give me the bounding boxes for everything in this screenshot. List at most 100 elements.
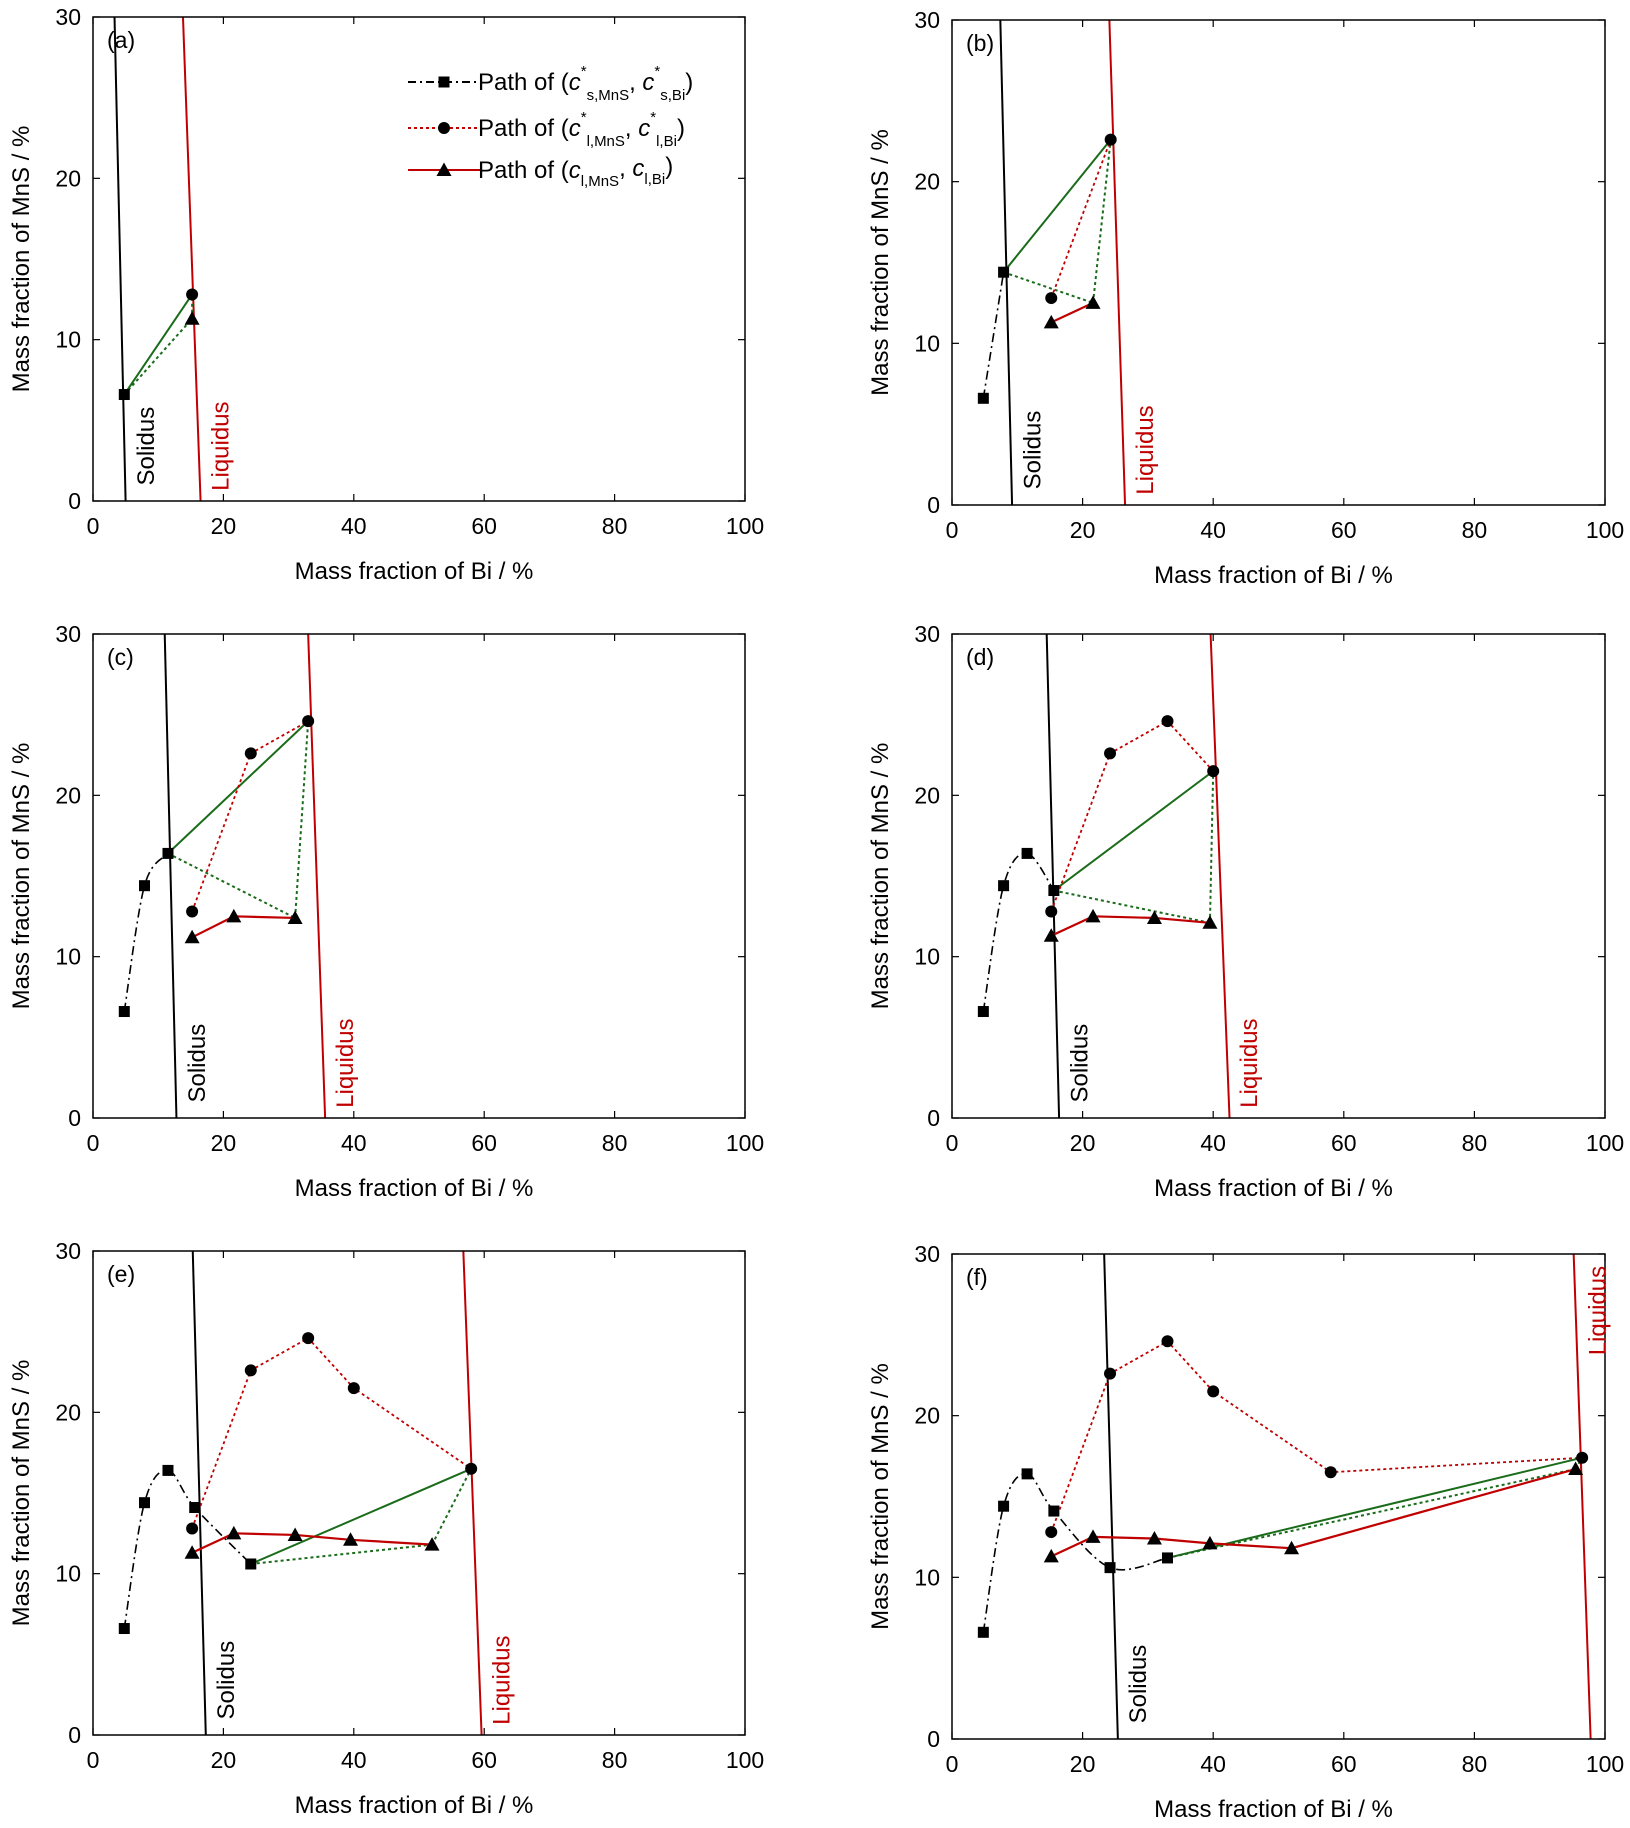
y-tick-label: 10 <box>55 944 81 970</box>
panel-label: (a) <box>107 27 135 53</box>
cl-point <box>1146 910 1162 924</box>
cl-point <box>424 1537 440 1551</box>
y-tick-label: 10 <box>55 1561 81 1587</box>
cs-point <box>1161 1552 1173 1564</box>
liquidus-line <box>181 17 202 501</box>
liquidus-label: Liquidus <box>1132 405 1159 494</box>
y-tick-label: 30 <box>55 4 81 30</box>
x-tick-label: 0 <box>87 1130 100 1156</box>
legend-marker <box>438 122 450 134</box>
x-tick-label: 60 <box>471 1130 497 1156</box>
solidus-label: Solidus <box>213 1641 240 1720</box>
tie-line-solid <box>1167 1456 1583 1559</box>
liquidus-label: Liquidus <box>1584 1266 1611 1355</box>
x-tick-label: 0 <box>946 1130 959 1156</box>
cl-point <box>184 929 200 944</box>
y-tick-label: 0 <box>927 1105 940 1131</box>
legend-entry-cl: Path of (cl,MnS, cl,Bi) <box>408 153 673 190</box>
cl-star-path-line <box>1050 719 1214 912</box>
y-tick-label: 10 <box>914 330 940 356</box>
cs-point <box>998 880 1010 892</box>
y-axis-title: Mass fraction of MnS / % <box>8 126 35 393</box>
cs-point <box>118 1006 130 1018</box>
x-tick-label: 40 <box>1200 1751 1226 1777</box>
liquidus-label: Liquidus <box>488 1635 515 1724</box>
y-tick-label: 30 <box>914 621 940 647</box>
panel-label: (b) <box>966 30 994 56</box>
cl-point <box>343 1532 359 1546</box>
x-tick-label: 0 <box>946 517 959 543</box>
tie-line-dotted <box>1053 889 1211 924</box>
x-tick-label: 80 <box>1462 1751 1488 1777</box>
cs-point <box>162 847 174 859</box>
cl-star-point <box>302 1332 315 1345</box>
plot-frame <box>951 1253 1606 1740</box>
x-axis-title: Mass fraction of Bi / % <box>295 558 534 585</box>
plot-frame <box>92 1250 746 1736</box>
solidus-label: Solidus <box>1020 411 1047 490</box>
cl-star-point <box>1207 1385 1220 1398</box>
x-tick-label: 0 <box>946 1751 959 1777</box>
cl-star-point <box>186 1522 199 1535</box>
x-tick-label: 0 <box>87 1747 100 1773</box>
y-tick-label: 10 <box>914 1564 940 1590</box>
tie-line-solid <box>1053 770 1214 892</box>
cs-point <box>998 266 1010 278</box>
x-axis-title: Mass fraction of Bi / % <box>1154 1796 1393 1823</box>
y-axis-title: Mass fraction of MnS / % <box>867 743 894 1010</box>
x-tick-label: 80 <box>1462 517 1488 543</box>
cl-star-point <box>1576 1451 1589 1464</box>
solidus-label: Solidus <box>1066 1024 1093 1103</box>
liquidus-line <box>1572 1254 1592 1739</box>
cl-star-point <box>1104 747 1117 760</box>
x-tick-label: 100 <box>726 1130 764 1156</box>
x-tick-label: 40 <box>1200 1130 1226 1156</box>
x-tick-label: 60 <box>1331 1130 1357 1156</box>
y-tick-label: 10 <box>55 327 81 353</box>
panel-label: (e) <box>107 1261 135 1287</box>
cl-star-point <box>465 1462 478 1475</box>
cl-point <box>1284 1540 1300 1555</box>
cl-star-point <box>1161 1335 1174 1348</box>
liquidus-label: Liquidus <box>1236 1018 1263 1107</box>
cl-point <box>1202 915 1218 929</box>
cl-point <box>1085 1529 1101 1543</box>
cl-point <box>184 1545 200 1559</box>
y-tick-label: 0 <box>68 1722 81 1748</box>
cl-point <box>1043 928 1059 942</box>
x-tick-label: 100 <box>1586 1130 1624 1156</box>
y-tick-label: 20 <box>55 165 81 191</box>
solidus-line <box>1045 634 1061 1118</box>
x-tick-label: 100 <box>1586 517 1624 543</box>
chart-panel-c: 0 20 40 60 80 100 0 10 20 30 Mass fraction of Bi /… <box>8 621 764 1202</box>
legend-marker <box>438 76 450 88</box>
x-tick-label: 40 <box>341 1130 367 1156</box>
y-tick-label: 20 <box>914 782 940 808</box>
cl-point <box>287 1527 303 1541</box>
cl-star-point <box>1104 133 1117 146</box>
x-tick-label: 60 <box>471 513 497 539</box>
x-axis-title: Mass fraction of Bi / % <box>1154 562 1393 589</box>
x-tick-label: 20 <box>211 1130 237 1156</box>
x-tick-label: 0 <box>87 513 100 539</box>
y-axis-title: Mass fraction of MnS / % <box>8 1360 35 1627</box>
cl-point <box>1043 1548 1059 1563</box>
y-tick-label: 20 <box>914 169 940 195</box>
y-tick-label: 30 <box>914 7 940 33</box>
cl-path-line <box>1050 915 1211 937</box>
cs-point <box>977 1006 989 1018</box>
cl-star-point <box>186 288 199 301</box>
x-tick-label: 40 <box>341 1747 367 1773</box>
x-tick-label: 80 <box>602 1747 628 1773</box>
cs-point <box>1021 1468 1033 1480</box>
cs-point <box>162 1464 174 1476</box>
y-tick-label: 10 <box>914 944 940 970</box>
x-tick-label: 20 <box>1070 1130 1096 1156</box>
cl-path-line <box>1050 301 1094 324</box>
legend: Path of (c*s,MnS, c*s,Bi) Path of (c*l,Mn… <box>408 63 693 190</box>
solidus-label: Solidus <box>184 1024 211 1103</box>
x-tick-label: 60 <box>471 1747 497 1773</box>
tie-line-dotted <box>123 318 193 396</box>
cl-star-point <box>1161 715 1174 728</box>
